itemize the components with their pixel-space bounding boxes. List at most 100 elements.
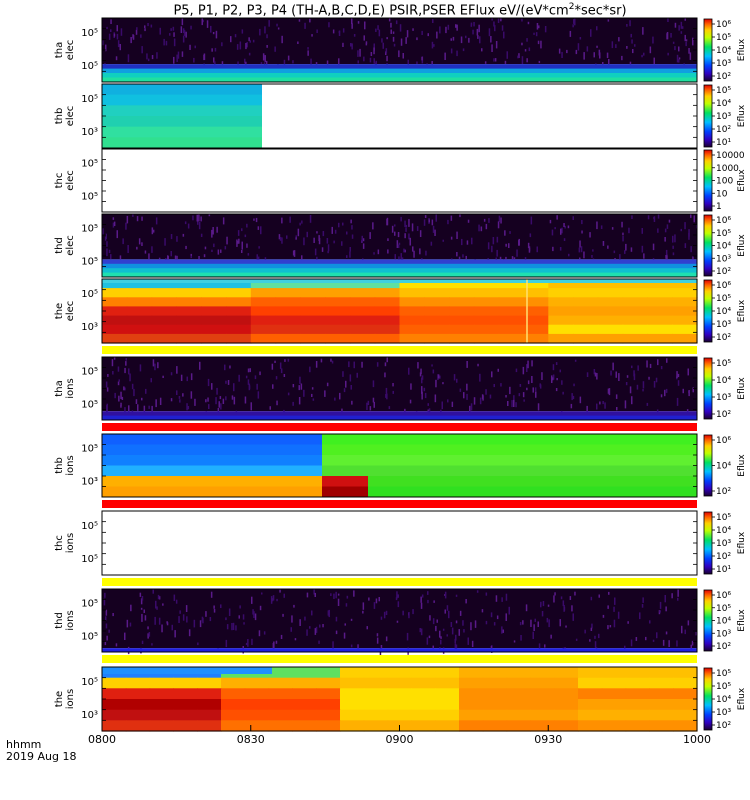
colorbar-tick-label: 10² bbox=[716, 642, 731, 652]
colorbar-tick-label: 10⁵ bbox=[716, 513, 731, 523]
colorbar-tick-label: 10⁶ bbox=[716, 281, 731, 291]
colorbar-tick-label: 10³ bbox=[716, 539, 731, 549]
y-tick-label: 10⁵ bbox=[81, 94, 98, 105]
y-tick-label: 10⁵ bbox=[81, 191, 98, 202]
colorbar-tick-label: 10² bbox=[716, 410, 731, 420]
panel-label: theelec bbox=[54, 301, 76, 322]
colorbar-tick-label: 10² bbox=[716, 552, 731, 562]
colorbar-tick-label: 10⁶ bbox=[716, 591, 731, 601]
y-tick-label: 10⁵ bbox=[81, 521, 98, 532]
colorbar bbox=[703, 667, 713, 731]
colorbar-tick-label: 10⁵ bbox=[716, 86, 731, 96]
colorbar-tick-label: 10² bbox=[716, 487, 731, 497]
y-tick-label: 10³ bbox=[81, 322, 98, 333]
y-tick-label: 10⁵ bbox=[81, 224, 98, 235]
y-tick-label: 10³ bbox=[81, 476, 98, 487]
y-tick-label: 10⁵ bbox=[81, 554, 98, 565]
colorbar-label: Eflux bbox=[737, 531, 747, 554]
spectrogram-panel: 10⁵ 10⁵ thdelec 10⁶ 10⁵ 10⁴ 10³ 10² Eflux bbox=[54, 213, 747, 278]
x-tick-label: 0930 bbox=[534, 733, 562, 746]
spectrogram-panel: 10⁵ 10³ theelec 10⁶ 10⁵ 10⁴ 10³ 10² Eflux bbox=[54, 278, 747, 354]
x-axis-unit-label: hhmm bbox=[6, 738, 42, 751]
y-tick-label: 10⁵ bbox=[81, 367, 98, 378]
colorbar bbox=[703, 84, 713, 148]
colorbar-tick-label: 10⁴ bbox=[716, 242, 731, 252]
colorbar-label: Eflux bbox=[737, 104, 747, 127]
y-tick-label: 10⁵ bbox=[81, 289, 98, 300]
colorbar-tick-label: 10³ bbox=[716, 254, 731, 264]
colorbar-label: Eflux bbox=[737, 454, 747, 477]
panel-label: theions bbox=[54, 689, 76, 709]
x-tick-label: 0900 bbox=[386, 733, 414, 746]
colorbar-tick-label: 10⁴ bbox=[716, 46, 731, 56]
spectrogram-panel: 10⁵ 10³ theions 10⁵ 10⁵ 10⁴ 10³ 10² Eflux bbox=[54, 666, 747, 732]
colorbar-tick-label: 10⁴ bbox=[716, 617, 731, 627]
y-tick-label: 10⁵ bbox=[81, 256, 98, 267]
colorbar-tick-label: 10³ bbox=[716, 59, 731, 69]
x-tick-label: 1000 bbox=[683, 733, 711, 746]
y-tick-label: 10⁵ bbox=[81, 631, 98, 642]
colorbar-tick-label: 10⁴ bbox=[716, 307, 731, 317]
colorbar bbox=[703, 149, 713, 212]
spectrogram-panel: 10⁵ 10⁵ thcions 10⁵ 10⁴ 10³ 10² 10¹ Eflux bbox=[54, 510, 747, 586]
y-tick-label: 10³ bbox=[81, 127, 98, 138]
colorbar-tick-label: 10¹ bbox=[716, 138, 731, 148]
colorbar-label: Eflux bbox=[737, 38, 747, 61]
flag-bar bbox=[102, 346, 697, 354]
colorbar-tick-label: 10⁴ bbox=[716, 376, 731, 386]
y-tick-label: 10⁵ bbox=[81, 159, 98, 170]
panel-label: thbelec bbox=[54, 106, 76, 127]
colorbar bbox=[703, 434, 713, 497]
colorbar-tick-label: 10⁵ bbox=[716, 669, 731, 679]
colorbar-tick-label: 10⁶ bbox=[716, 20, 731, 30]
flag-bar bbox=[102, 423, 697, 431]
panel-label: thaions bbox=[54, 378, 76, 398]
colorbar-label: Eflux bbox=[737, 609, 747, 632]
colorbar-tick-label: 10⁵ bbox=[716, 359, 731, 369]
colorbar-tick-label: 10⁵ bbox=[716, 294, 731, 304]
colorbar-tick-label: 10⁵ bbox=[716, 33, 731, 43]
colorbar-tick-label: 10³ bbox=[716, 112, 731, 122]
colorbar-tick-label: 10³ bbox=[716, 708, 731, 718]
y-tick-label: 10⁵ bbox=[81, 28, 98, 39]
y-tick-label: 10⁵ bbox=[81, 444, 98, 455]
colorbar-tick-label: 10⁵ bbox=[716, 604, 731, 614]
colorbar-tick-label: 10² bbox=[716, 721, 731, 731]
colorbar bbox=[703, 357, 713, 420]
x-axis-date-label: 2019 Aug 18 bbox=[6, 750, 77, 763]
spectrogram-panel: 10⁵ 10⁵ thdions 10⁶ 10⁵ 10⁴ 10³ 10² Eflux bbox=[54, 588, 747, 663]
colorbar-label: Eflux bbox=[737, 234, 747, 257]
colorbar-tick-label: 10000 bbox=[716, 151, 745, 161]
panel-label: thbions bbox=[54, 455, 76, 475]
colorbar-tick-label: 10⁵ bbox=[716, 682, 731, 692]
y-tick-label: 10⁵ bbox=[81, 599, 98, 610]
colorbar-tick-label: 100 bbox=[716, 177, 733, 187]
spectrogram-panel: 10⁵ 10⁵ thaions 10⁵ 10⁴ 10³ 10² Eflux bbox=[54, 356, 747, 431]
colorbar-tick-label: 10⁴ bbox=[716, 462, 731, 472]
colorbar-tick-label: 10³ bbox=[716, 393, 731, 403]
y-tick-label: 10³ bbox=[81, 710, 98, 721]
colorbar-tick-label: 10⁵ bbox=[716, 229, 731, 239]
colorbar-label: Eflux bbox=[737, 299, 747, 322]
spectrogram-panel: 10⁵ 10³ thbions 10⁶ 10⁴ 10² Eflux bbox=[54, 433, 747, 508]
chart-title: P5, P1, P2, P3, P4 (TH-A,B,C,D,E) PSIR,P… bbox=[173, 2, 627, 19]
panel-label: thaelec bbox=[54, 40, 76, 61]
colorbar-tick-label: 10⁶ bbox=[716, 216, 731, 226]
flag-bar bbox=[102, 655, 697, 663]
colorbar-tick-label: 10⁴ bbox=[716, 695, 731, 705]
panel-label: thcelec bbox=[54, 170, 76, 191]
spectrogram-panel: 10⁵ 10³ thbelec 10⁵ 10⁴ 10³ 10² 10¹ Eflux bbox=[54, 83, 747, 149]
flag-bar bbox=[102, 578, 697, 586]
flag-bar bbox=[102, 500, 697, 508]
colorbar-tick-label: 10² bbox=[716, 125, 731, 135]
colorbar-tick-label: 10² bbox=[716, 267, 731, 277]
panel-label: thdelec bbox=[54, 235, 76, 256]
colorbar bbox=[703, 18, 713, 82]
colorbar-tick-label: 10⁶ bbox=[716, 436, 731, 446]
colorbar-tick-label: 10¹ bbox=[716, 565, 731, 575]
colorbar-tick-label: 10² bbox=[716, 333, 731, 343]
y-tick-label: 10⁵ bbox=[81, 61, 98, 72]
spectrogram-panel: 10⁵ 10⁵ thcelec 10000 1000 100 10 1 Eflux bbox=[54, 148, 747, 213]
x-tick-label: 0830 bbox=[237, 733, 265, 746]
